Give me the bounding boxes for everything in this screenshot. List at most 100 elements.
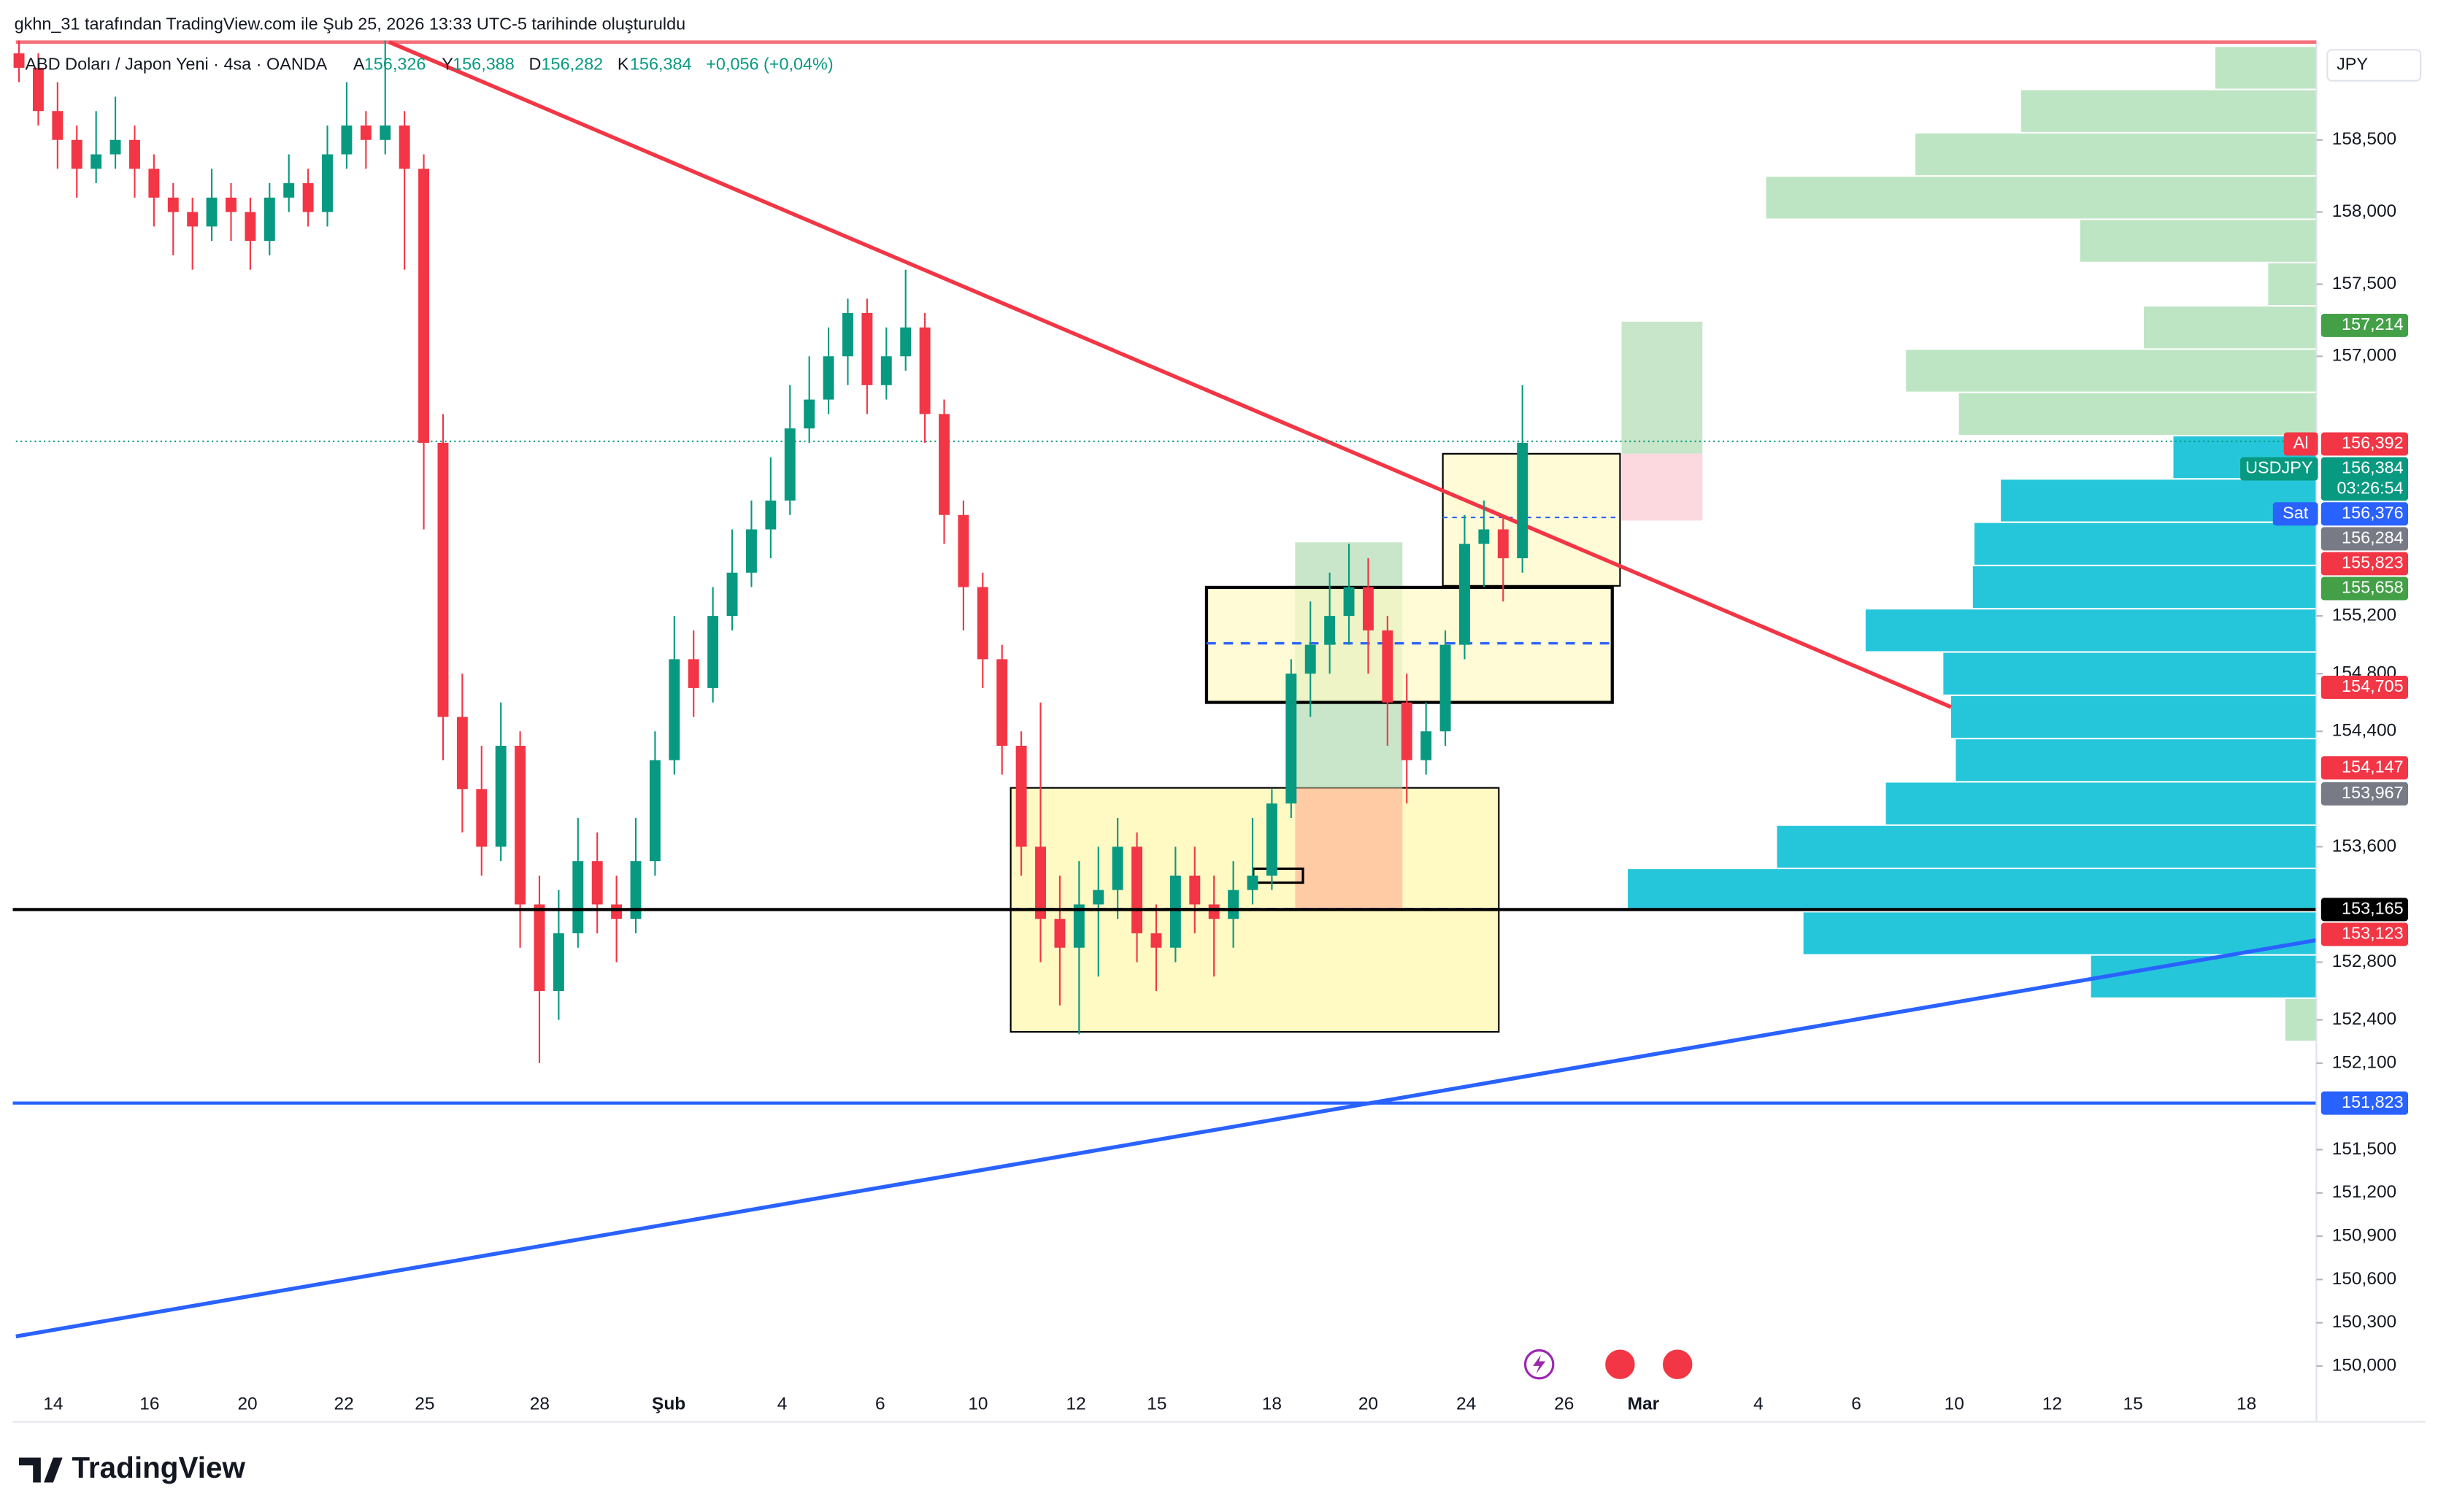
price-label-bg [2320,756,2409,780]
zone-box [1442,452,1621,587]
price-tag-bg [2272,502,2318,526]
candle-body [842,312,853,357]
x-tick-label: 28 [530,1395,550,1414]
candle-body [187,212,199,227]
x-tick-label: 15 [1147,1395,1166,1414]
profile-bar [1766,177,2317,219]
price-label-bg [2320,922,2409,946]
price-label: 151,823 [2342,1092,2404,1111]
candle-body [283,183,295,198]
x-tick-label: 15 [2123,1395,2143,1414]
y-tick-label: 157,500 [2332,274,2396,293]
price-label: 153,165 [2342,899,2404,918]
trend-line [15,938,2317,1338]
x-tick-label: 10 [968,1395,988,1414]
candle-body [1015,745,1027,847]
x-tick-label: 4 [777,1395,788,1414]
candle-body [476,789,488,847]
candle-body [1497,529,1509,559]
y-tick-label: 152,100 [2332,1052,2396,1072]
candle-body [669,659,680,760]
candles [13,24,1528,1063]
profile-bar [1974,522,2317,565]
candle-body [900,327,912,357]
candle-body [1362,587,1374,630]
y-tick-label: 155,200 [2332,606,2396,625]
candle-body [861,312,873,385]
countdown: 03:26:54 [2337,478,2404,497]
candle-body [534,904,545,992]
x-tick-label: 25 [415,1395,434,1414]
event-icon[interactable] [1662,1349,1693,1379]
x-tick-label: 16 [139,1395,159,1414]
price-label-bg [2320,898,2409,922]
price-label: 154,705 [2342,676,2404,695]
candle-body [919,327,931,414]
x-tick-label: 20 [1358,1395,1378,1414]
candle-body [148,169,160,198]
profile-bar [1958,393,2317,435]
event-icon[interactable] [1605,1349,1635,1379]
price-label: 157,214 [2342,315,2404,333]
candle-body [1054,919,1066,948]
ohlc-label: A [353,55,365,74]
ohlc-value: 156,282 [542,55,604,74]
candle-body [341,125,353,155]
target-zone [1621,321,1703,454]
candle-body [880,356,892,385]
profile-bar [1950,695,2317,738]
candle-body [1517,442,1528,559]
profile-bar [1915,133,2317,176]
y-tick-label: 150,900 [2332,1226,2396,1246]
y-tick-label: 158,500 [2332,129,2396,149]
x-tick-label: 10 [1945,1395,1964,1414]
ohlc-value: 156,326 [364,55,426,74]
candle-body [1324,616,1336,645]
trend-line [388,40,1953,709]
profile-bar [2285,998,2317,1041]
price-label: 155,658 [2342,578,2404,597]
price-tag: USDJPY [2245,458,2313,477]
candle-body [264,197,275,242]
price-label-bg [2320,1091,2409,1115]
x-tick-label: 18 [1262,1395,1282,1414]
stop-zone [1295,787,1403,909]
candle-body [823,356,834,400]
candle-body [1150,933,1162,948]
candle-body [52,111,64,140]
candle-body [1459,544,1470,645]
candle-body [1093,890,1104,905]
candle-body [71,139,82,169]
profile-bar [1906,350,2317,392]
volume-profile [1628,47,2317,1041]
y-tick-label: 152,800 [2332,952,2396,971]
price-label: 153,123 [2342,924,2404,943]
candle-body [630,861,642,919]
x-tick-label: 20 [237,1395,257,1414]
candle-body [1478,529,1490,544]
brand-logo [19,1457,63,1483]
price-label-bg [2320,313,2409,337]
candle-body [1208,904,1220,919]
profile-bar [1972,566,2317,609]
y-tick-label: 157,000 [2332,346,2396,366]
price-label-bg [2320,502,2409,526]
header-bg [0,0,2438,41]
profile-bar [2144,306,2317,349]
event-icon-glyph [1533,1354,1546,1374]
ohlc-label: D [529,55,542,74]
change: +0,056 (+0,04%) [706,55,833,74]
x-tick-label: 4 [1753,1395,1764,1414]
candle-body [129,139,140,169]
price-lines [12,908,2317,1105]
candle-body [1247,875,1258,890]
y-tick-label: 150,300 [2332,1312,2396,1332]
profile-bar [2001,479,2317,522]
candle-body [1343,587,1355,617]
candle-body [996,659,1008,746]
price-label-bg [2320,782,2409,806]
currency: JPY [2337,55,2368,74]
ohlc-label: K [618,55,629,74]
ohlc-label: Y [442,55,453,74]
